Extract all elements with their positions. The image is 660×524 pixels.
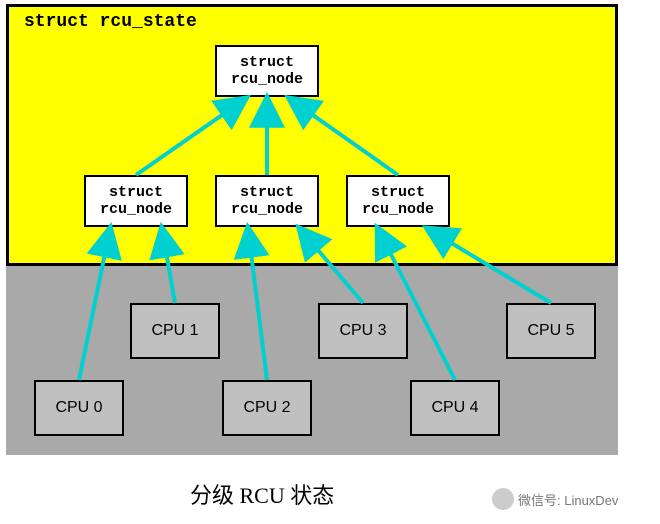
cpu-box: CPU 5 <box>506 303 596 359</box>
rcu-node-child: struct rcu_node <box>84 175 188 227</box>
rcu-node-root: struct rcu_node <box>215 45 319 97</box>
node-label: rcu_node <box>348 201 448 218</box>
caption: 分级 RCU 状态 <box>190 478 334 510</box>
cpu-label: CPU 4 <box>431 399 478 417</box>
node-label: struct <box>217 184 317 201</box>
node-label: struct <box>217 54 317 71</box>
rcu-node-child: struct rcu_node <box>215 175 319 227</box>
node-label: rcu_node <box>217 71 317 88</box>
cpu-box: CPU 0 <box>34 380 124 436</box>
cpu-label: CPU 2 <box>243 399 290 417</box>
watermark: 微信号: LinuxDev <box>492 488 618 510</box>
cpu-box: CPU 4 <box>410 380 500 436</box>
cpu-box: CPU 2 <box>222 380 312 436</box>
struct-title: struct rcu_state <box>24 12 197 32</box>
rcu-node-child: struct rcu_node <box>346 175 450 227</box>
watermark-text: 微信号: LinuxDev <box>518 490 618 509</box>
node-label: struct <box>86 184 186 201</box>
node-label: rcu_node <box>217 201 317 218</box>
cpu-label: CPU 1 <box>151 322 198 340</box>
cpu-label: CPU 3 <box>339 322 386 340</box>
node-label: struct <box>348 184 448 201</box>
cpu-box: CPU 1 <box>130 303 220 359</box>
cpu-label: CPU 0 <box>55 399 102 417</box>
cpu-box: CPU 3 <box>318 303 408 359</box>
diagram-canvas: struct rcu_state struct rcu_node struct … <box>0 0 660 524</box>
cpu-label: CPU 5 <box>527 322 574 340</box>
node-label: rcu_node <box>86 201 186 218</box>
wechat-icon <box>492 488 514 510</box>
